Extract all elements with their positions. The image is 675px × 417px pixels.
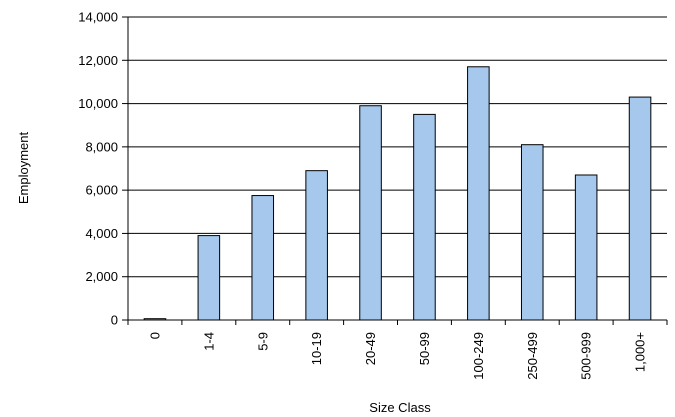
y-axis-title: Employment <box>16 131 31 204</box>
x-tick-label: 500-999 <box>579 332 594 380</box>
bar <box>305 170 328 321</box>
x-tick-label: 50-99 <box>417 332 432 365</box>
bar <box>574 174 598 321</box>
y-axis: 0 2,000 4,000 6,000 8,000 10,000 12,000 14,000 <box>78 10 129 328</box>
x-tick-label: 20-49 <box>363 332 378 365</box>
bar <box>413 113 436 321</box>
y-tick-label: 12,000 <box>78 53 118 68</box>
bar <box>628 96 652 321</box>
x-tick-label: 0 <box>147 332 162 339</box>
x-tick-label: 100-249 <box>471 332 486 380</box>
x-axis-title: Size Class <box>369 400 431 415</box>
bar <box>197 235 221 321</box>
x-tick-label: 5-9 <box>255 332 270 351</box>
y-tick-label: 8,000 <box>85 139 118 154</box>
y-tick-label: 10,000 <box>78 96 118 111</box>
y-tick-label: 6,000 <box>85 183 118 198</box>
x-tick-label: 1-4 <box>201 332 216 351</box>
y-tick-label: 4,000 <box>85 226 118 241</box>
x-tick-label: 10-19 <box>309 332 324 365</box>
y-tick-label: 2,000 <box>85 269 118 284</box>
gridlines <box>128 16 667 278</box>
y-tick-label: 14,000 <box>78 10 118 25</box>
x-axis: 0 1-4 5-9 10-19 20-49 50-99 100-249 250-499 500-… <box>127 319 668 380</box>
bar <box>359 105 382 321</box>
bar <box>251 195 275 321</box>
bar <box>520 144 544 321</box>
bar <box>467 66 490 321</box>
y-tick-label: 0 <box>111 313 118 328</box>
x-tick-label: 1,000+ <box>633 332 648 372</box>
x-tick-label: 250-499 <box>525 332 540 380</box>
bars <box>143 66 652 321</box>
